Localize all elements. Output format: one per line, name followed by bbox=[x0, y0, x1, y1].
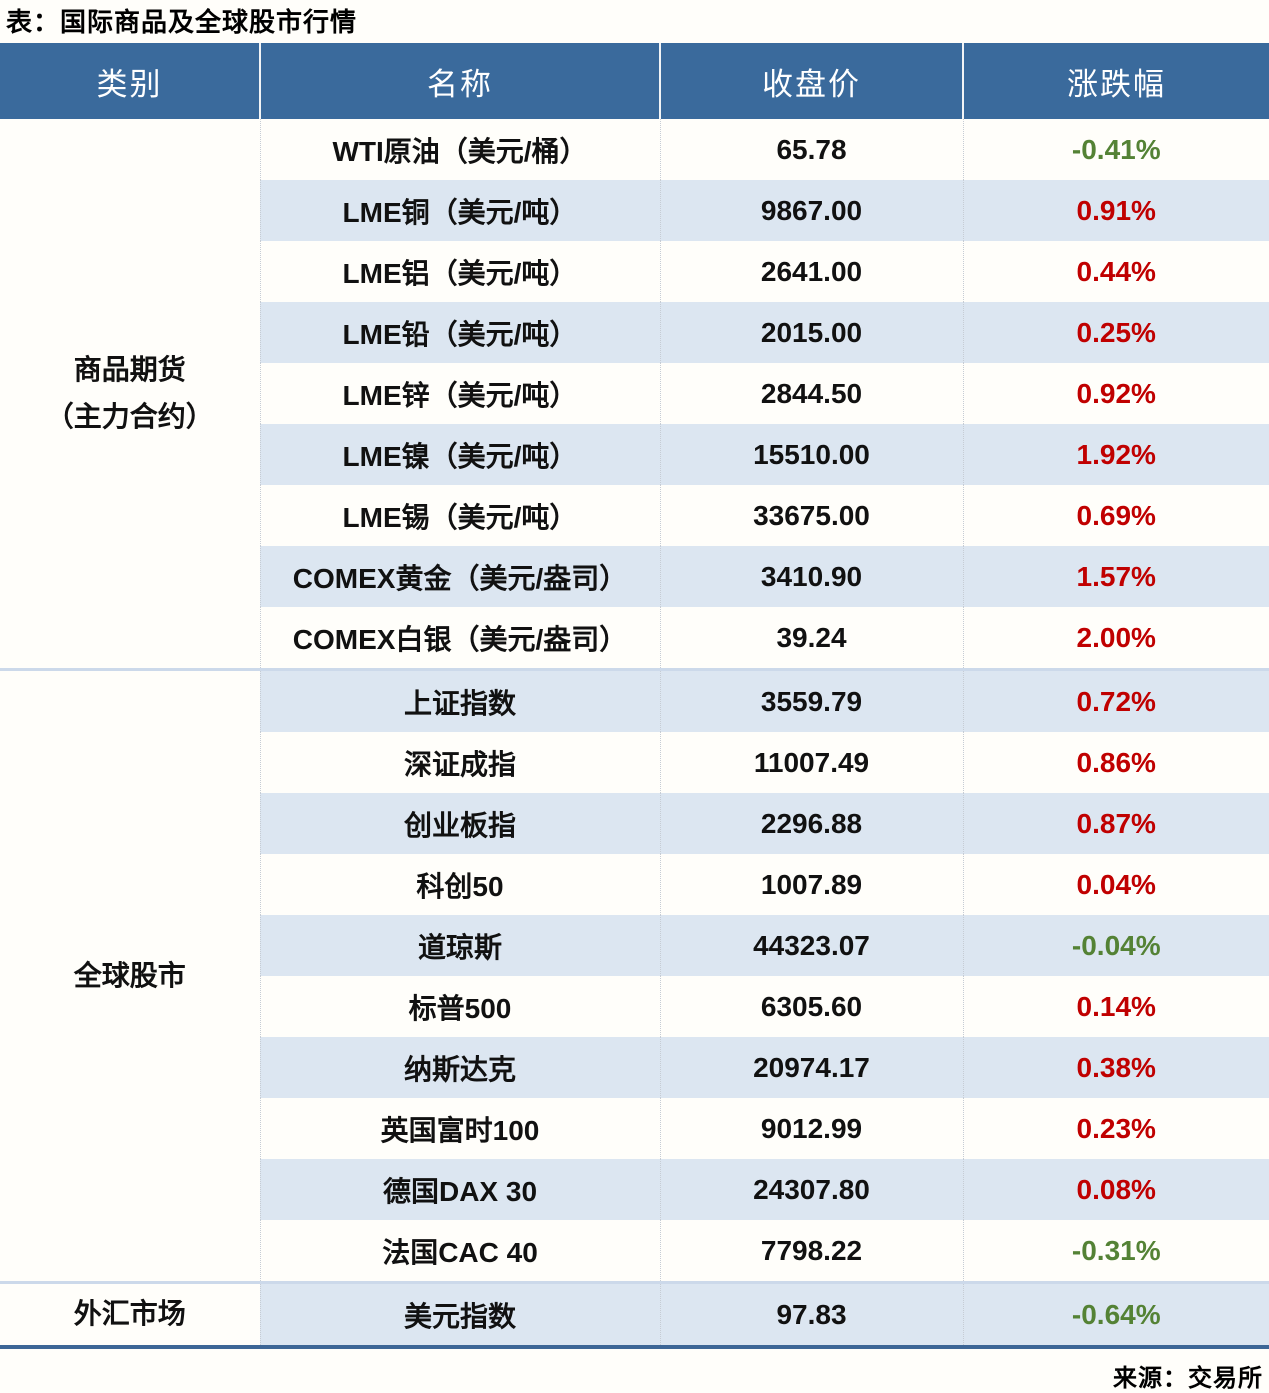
change-cell: 0.72% bbox=[962, 668, 1269, 732]
name-cell: LME铝（美元/吨） bbox=[259, 241, 660, 302]
table-row: 纳斯达克 20974.17 0.38% bbox=[0, 1037, 1269, 1098]
table-row: LME铜（美元/吨） 9867.00 0.91% bbox=[0, 180, 1269, 241]
table-row: 全球股市 上证指数 3559.79 0.72% bbox=[0, 668, 1269, 1283]
name-cell: COMEX黄金（美元/盎司） bbox=[259, 546, 660, 607]
table-row: LME铅（美元/吨） 2015.00 0.25% bbox=[0, 302, 1269, 363]
table-row: COMEX黄金（美元/盎司） 3410.90 1.57% bbox=[0, 546, 1269, 607]
table-row: LME锡（美元/吨） 33675.00 0.69% bbox=[0, 485, 1269, 546]
page-title: 表：国际商品及全球股市行情 bbox=[6, 7, 358, 37]
name-cell: LME铜（美元/吨） bbox=[259, 180, 660, 241]
name-cell: 德国DAX 30 bbox=[259, 1159, 660, 1220]
close-cell: 24307.80 bbox=[659, 1159, 963, 1220]
name-cell: LME铅（美元/吨） bbox=[259, 302, 660, 363]
table-row: LME锌（美元/吨） 2844.50 0.92% bbox=[0, 363, 1269, 424]
close-cell: 3410.90 bbox=[659, 546, 963, 607]
close-cell: 9012.99 bbox=[659, 1098, 963, 1159]
name-cell: 标普500 bbox=[259, 976, 660, 1037]
close-cell: 1007.89 bbox=[659, 854, 963, 915]
name-cell: 法国CAC 40 bbox=[259, 1220, 660, 1283]
change-cell: 0.08% bbox=[962, 1159, 1269, 1220]
close-cell: 2015.00 bbox=[659, 302, 963, 363]
table-row: 深证成指 11007.49 0.86% bbox=[0, 732, 1269, 793]
change-cell: 0.23% bbox=[962, 1098, 1269, 1159]
change-cell: -0.41% bbox=[962, 119, 1269, 180]
name-cell: LME锌（美元/吨） bbox=[259, 363, 660, 424]
table-row: COMEX白银（美元/盎司） 39.24 2.00% bbox=[0, 607, 1269, 670]
change-cell: 0.91% bbox=[962, 180, 1269, 241]
source-label: 来源：交易所 bbox=[1113, 1365, 1263, 1392]
name-cell: WTI原油（美元/桶） bbox=[259, 119, 660, 180]
header-row: 类别 名称 收盘价 涨跌幅 bbox=[0, 43, 1269, 119]
table-row: 道琼斯 44323.07 -0.04% bbox=[0, 915, 1269, 976]
name-cell: 道琼斯 bbox=[259, 915, 660, 976]
change-cell: 0.86% bbox=[962, 732, 1269, 793]
close-cell: 2844.50 bbox=[659, 363, 963, 424]
header-cell-close: 收盘价 bbox=[659, 43, 963, 119]
change-cell: -0.04% bbox=[962, 915, 1269, 976]
close-cell: 7798.22 bbox=[659, 1220, 963, 1283]
close-cell: 33675.00 bbox=[659, 485, 963, 546]
header-cell-change: 涨跌幅 bbox=[962, 43, 1269, 119]
category-cell: 外汇市场 bbox=[0, 1281, 260, 1347]
close-cell: 11007.49 bbox=[659, 732, 963, 793]
change-cell: 0.38% bbox=[962, 1037, 1269, 1098]
table-row: 创业板指 2296.88 0.87% bbox=[0, 793, 1269, 854]
name-cell: LME锡（美元/吨） bbox=[259, 485, 660, 546]
close-cell: 97.83 bbox=[659, 1281, 963, 1347]
change-cell: 0.25% bbox=[962, 302, 1269, 363]
close-cell: 3559.79 bbox=[659, 668, 963, 732]
close-cell: 39.24 bbox=[659, 607, 963, 670]
table-row: LME铝（美元/吨） 2641.00 0.44% bbox=[0, 241, 1269, 302]
close-cell: 20974.17 bbox=[659, 1037, 963, 1098]
close-cell: 15510.00 bbox=[659, 424, 963, 485]
change-cell: 0.04% bbox=[962, 854, 1269, 915]
category-cell: 全球股市 bbox=[0, 668, 260, 1283]
close-cell: 2296.88 bbox=[659, 793, 963, 854]
change-cell: 0.87% bbox=[962, 793, 1269, 854]
name-cell: 上证指数 bbox=[259, 668, 660, 732]
table-row: 商品期货 （主力合约） WTI原油（美元/桶） 65.78 -0.41% bbox=[0, 119, 1269, 670]
change-cell: 1.92% bbox=[962, 424, 1269, 485]
change-cell: 0.14% bbox=[962, 976, 1269, 1037]
change-cell: 0.44% bbox=[962, 241, 1269, 302]
change-cell: 0.69% bbox=[962, 485, 1269, 546]
name-cell: 美元指数 bbox=[259, 1281, 660, 1347]
header-cell-name: 名称 bbox=[259, 43, 660, 119]
table-row: LME镍（美元/吨） 15510.00 1.92% bbox=[0, 424, 1269, 485]
close-cell: 65.78 bbox=[659, 119, 963, 180]
close-cell: 9867.00 bbox=[659, 180, 963, 241]
header-cell-category: 类别 bbox=[0, 43, 260, 119]
table-row: 法国CAC 40 7798.22 -0.31% bbox=[0, 1220, 1269, 1283]
name-cell: 纳斯达克 bbox=[259, 1037, 660, 1098]
name-cell: COMEX白银（美元/盎司） bbox=[259, 607, 660, 670]
name-cell: 科创50 bbox=[259, 854, 660, 915]
name-cell: 深证成指 bbox=[259, 732, 660, 793]
change-cell: -0.31% bbox=[962, 1220, 1269, 1283]
change-cell: -0.64% bbox=[962, 1281, 1269, 1347]
table-row: 德国DAX 30 24307.80 0.08% bbox=[0, 1159, 1269, 1220]
name-cell: LME镍（美元/吨） bbox=[259, 424, 660, 485]
close-cell: 44323.07 bbox=[659, 915, 963, 976]
table-row: 英国富时100 9012.99 0.23% bbox=[0, 1098, 1269, 1159]
change-cell: 2.00% bbox=[962, 607, 1269, 670]
name-cell: 创业板指 bbox=[259, 793, 660, 854]
table-row: 外汇市场 美元指数 97.83 -0.64% bbox=[0, 1281, 1269, 1347]
table-row: 标普500 6305.60 0.14% bbox=[0, 976, 1269, 1037]
close-cell: 6305.60 bbox=[659, 976, 963, 1037]
name-cell: 英国富时100 bbox=[259, 1098, 660, 1159]
category-cell: 商品期货 （主力合约） bbox=[0, 119, 260, 670]
market-table: 类别 名称 收盘价 涨跌幅 商品期货 （主力合约） WTI原油（美元/桶） 65… bbox=[0, 43, 1269, 1349]
change-cell: 0.92% bbox=[962, 363, 1269, 424]
table-row: 科创50 1007.89 0.04% bbox=[0, 854, 1269, 915]
change-cell: 1.57% bbox=[962, 546, 1269, 607]
close-cell: 2641.00 bbox=[659, 241, 963, 302]
